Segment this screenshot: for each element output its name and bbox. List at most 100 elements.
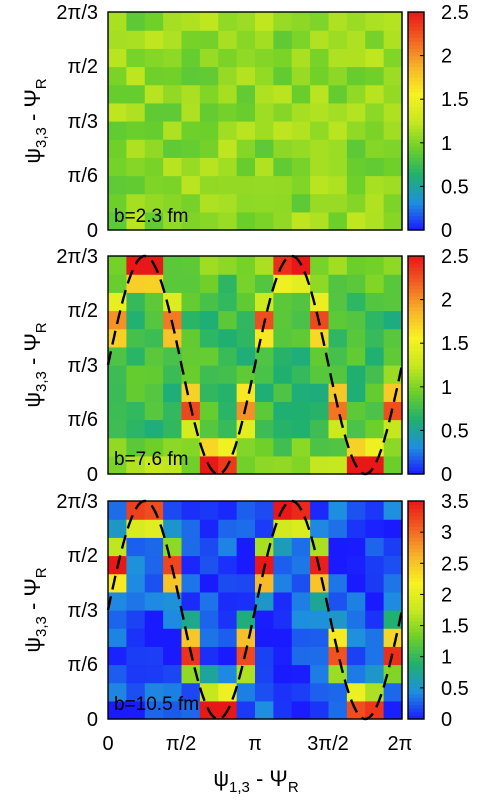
heatmap-cell — [291, 419, 311, 439]
heatmap-cell — [126, 256, 146, 275]
heatmap-cell — [328, 700, 348, 720]
heatmap-cell — [126, 328, 146, 348]
heatmap-cell — [126, 401, 146, 421]
heatmap-cell — [181, 573, 201, 593]
heatmap-cell — [144, 274, 164, 293]
heatmap-cell — [199, 682, 219, 702]
colorbar-segment — [408, 470, 424, 475]
heatmap-cell — [163, 437, 183, 457]
heatmap-cell — [346, 274, 366, 293]
heatmap-cell — [310, 84, 330, 104]
colorbar-segment — [408, 408, 424, 413]
colorbar-segment — [408, 219, 424, 224]
y-tick-label: π/2 — [68, 56, 98, 78]
heatmap-cell — [291, 628, 311, 647]
heatmap-cell — [255, 646, 274, 666]
colorbar-segment — [408, 361, 424, 366]
heatmap-cell — [346, 211, 366, 231]
heatmap-cell — [236, 573, 256, 593]
heatmap-cell — [346, 30, 366, 49]
heatmap-cell — [181, 175, 201, 195]
heatmap-cell — [346, 66, 366, 86]
heatmap-cell — [310, 700, 330, 720]
heatmap-cell — [328, 455, 348, 475]
heatmap-cell — [181, 455, 201, 475]
heatmap-cell — [383, 66, 403, 86]
heatmap-cell — [218, 310, 238, 330]
heatmap-cell — [255, 121, 274, 140]
heatmap-cell — [108, 346, 127, 366]
colorbar-segment — [408, 617, 424, 622]
colorbar-frame — [407, 500, 425, 720]
heatmap-cell — [236, 591, 256, 611]
colorbar-segment — [408, 117, 424, 122]
colorbar-segment — [408, 263, 424, 268]
colorbar-segment — [408, 540, 424, 546]
heatmap-cell — [144, 646, 164, 666]
heatmap-cell — [126, 646, 146, 666]
colorbar-segment — [408, 59, 424, 64]
colorbar-tick-label: 3.5 — [441, 491, 469, 513]
colorbar-tick-label: 2.5 — [441, 246, 469, 268]
heatmap-cell — [365, 211, 385, 231]
heatmap-cell — [310, 519, 330, 538]
colorbar-segment — [408, 150, 424, 155]
heatmap-cell — [273, 193, 293, 213]
heatmap-cell — [144, 700, 164, 720]
heatmap-cell — [310, 573, 330, 593]
colorbar-segment — [408, 671, 424, 676]
heatmap-cell — [199, 102, 219, 122]
heatmap-cell — [291, 84, 311, 104]
colorbar-segment — [408, 208, 424, 213]
colorbar-segment — [408, 66, 424, 71]
heatmap-panel-middle: b=7.6 fm 0 π/6 π/3 π/2 2π/3 ψ3,3 - ΨR 00… — [20, 246, 469, 486]
colorbar-segment — [408, 299, 424, 304]
heatmap-cell — [126, 48, 146, 68]
heatmap-cell — [108, 591, 127, 611]
colorbar-tick-label: 0.5 — [441, 420, 469, 442]
colorbar-segment — [408, 19, 424, 24]
heatmap-cell — [291, 193, 311, 213]
heatmap-panel-top: b=2.3 fm 0 π/6 π/3 π/2 2π/3 ψ3,3 - ΨR 00… — [20, 2, 469, 242]
heatmap-cell — [181, 121, 201, 140]
heatmap-cell — [108, 292, 127, 312]
heatmap-cell — [126, 519, 146, 538]
heatmap-cell — [181, 537, 201, 557]
heatmap-cell — [199, 48, 219, 68]
colorbar-segment — [408, 697, 424, 702]
colorbar-segment — [408, 599, 424, 604]
heatmap-cell — [218, 646, 238, 666]
heatmap-cell — [346, 401, 366, 421]
heatmap-cell — [163, 30, 183, 49]
heatmap-cell — [126, 66, 146, 86]
heatmap-cell — [236, 157, 256, 177]
heatmap-cell — [273, 175, 293, 195]
y-tick-labels: 0 π/6 π/3 π/2 2π/3 — [56, 2, 98, 242]
heatmap-cell — [236, 519, 256, 538]
colorbar-segment — [408, 412, 424, 417]
heatmap-cell — [126, 12, 146, 31]
heatmap-cell — [144, 157, 164, 177]
heatmap-cell — [310, 139, 330, 158]
heatmap-cell — [126, 193, 146, 213]
colorbar-segment — [408, 426, 424, 431]
heatmap-cell — [199, 591, 219, 611]
heatmap-cell — [144, 455, 164, 475]
colorbar-segment — [408, 179, 424, 184]
heatmap-cell — [108, 193, 127, 213]
y-axis-label: ψ3,3 - ΨR — [20, 78, 50, 163]
heatmap-cell — [365, 682, 385, 702]
heatmap-cell — [365, 573, 385, 593]
colorbar-segment — [408, 266, 424, 272]
colorbar-segment — [408, 135, 424, 140]
colorbar-segment — [408, 533, 424, 538]
heatmap-cell — [310, 256, 330, 275]
heatmap-cell — [255, 102, 274, 122]
colorbar — [407, 11, 425, 231]
heatmap-cell — [144, 419, 164, 439]
heatmap-cell — [144, 401, 164, 421]
heatmap-cell — [346, 256, 366, 275]
heatmap-cell — [365, 537, 385, 557]
colorbar-segment — [408, 277, 424, 283]
colorbar-tick-labels: 0 0.5 1 1.5 2 2.5 — [420, 2, 469, 242]
